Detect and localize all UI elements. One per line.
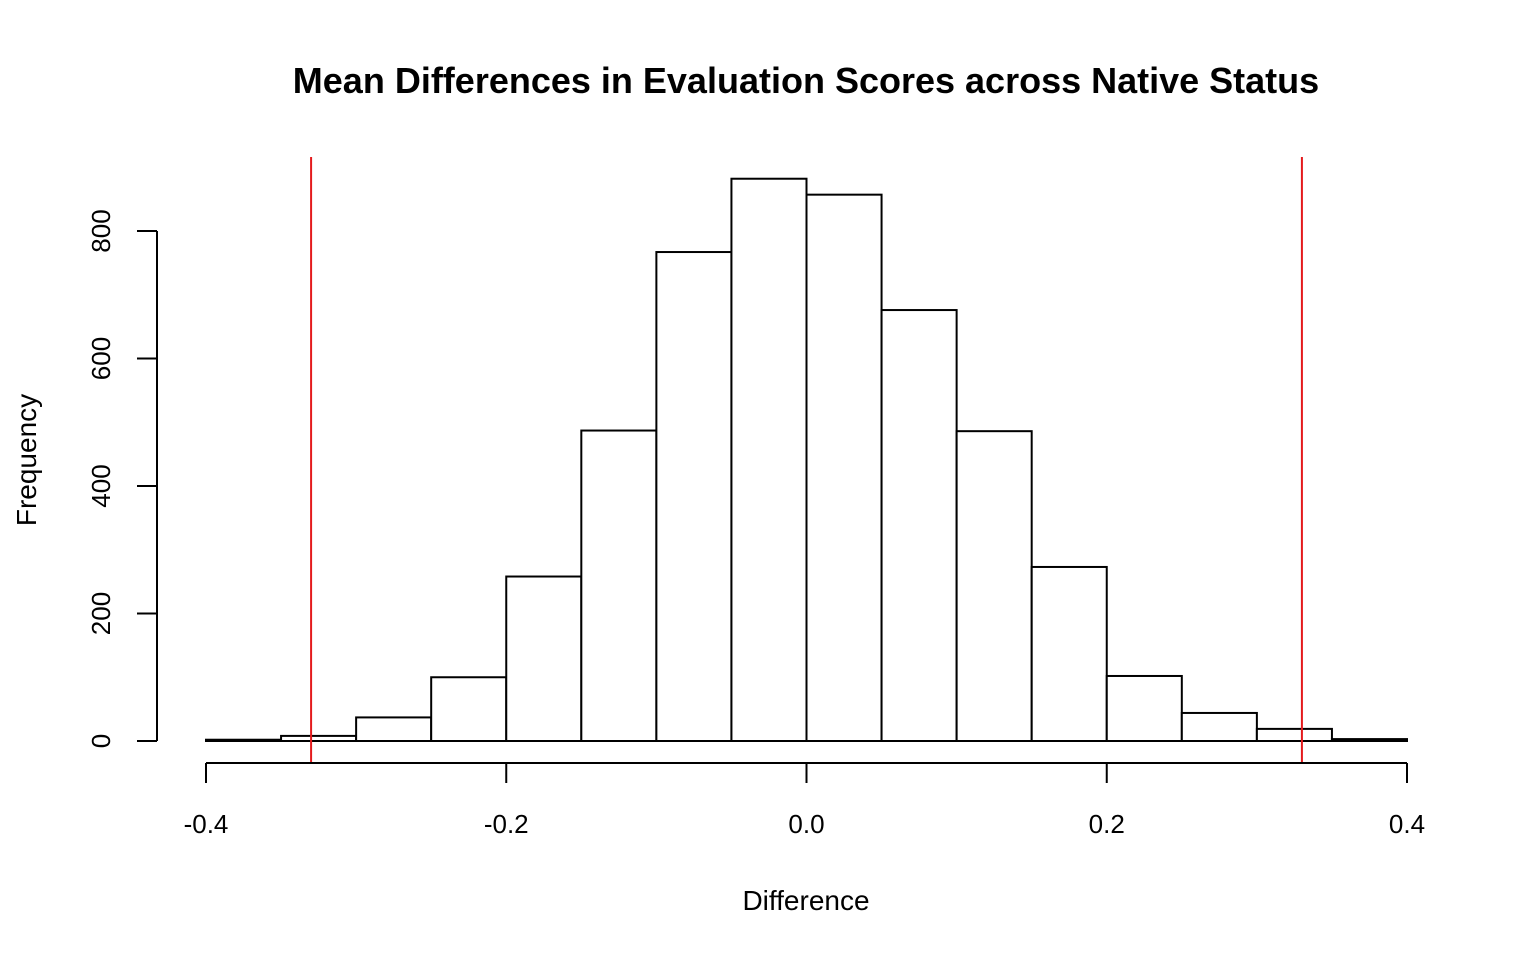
- x-axis-label: Difference: [742, 885, 869, 916]
- histogram-bar: [1330, 738, 1408, 743]
- x-tick-label: 0.4: [1389, 809, 1425, 839]
- x-tick-label: -0.2: [484, 809, 529, 839]
- histogram-bar: [280, 734, 358, 743]
- y-tick-label: 400: [86, 464, 116, 507]
- histogram-bar: [1105, 674, 1183, 742]
- histogram-bar: [805, 193, 883, 743]
- y-axis: 0 200 400 600 800: [86, 209, 158, 748]
- bars-group: [205, 177, 1408, 743]
- histogram-bar: [1180, 711, 1258, 743]
- histogram-bar: [955, 430, 1033, 742]
- histogram-bar: [730, 177, 808, 743]
- reference-lines-group: [310, 157, 1303, 763]
- histogram-bar: [1030, 565, 1108, 743]
- y-tick-label: 200: [86, 592, 116, 635]
- y-axis-label: Frequency: [11, 394, 42, 526]
- histogram-bar: [655, 251, 733, 742]
- x-axis: -0.4 -0.2 0.0 0.2 0.4: [184, 762, 1425, 839]
- histogram-bar: [430, 676, 508, 742]
- histogram-bar: [205, 738, 283, 742]
- chart-title: Mean Differences in Evaluation Scores ac…: [293, 60, 1319, 101]
- histogram-bar: [355, 716, 433, 742]
- histogram-bar: [580, 429, 658, 742]
- x-tick-label: 0.0: [788, 809, 824, 839]
- y-tick-label: 800: [86, 209, 116, 252]
- y-tick-label: 0: [86, 734, 116, 748]
- y-tick-label: 600: [86, 337, 116, 380]
- histogram-bar: [880, 309, 958, 742]
- x-tick-label: 0.2: [1089, 809, 1125, 839]
- histogram-bar: [505, 575, 583, 743]
- histogram-bar: [1255, 727, 1333, 743]
- x-tick-label: -0.4: [184, 809, 229, 839]
